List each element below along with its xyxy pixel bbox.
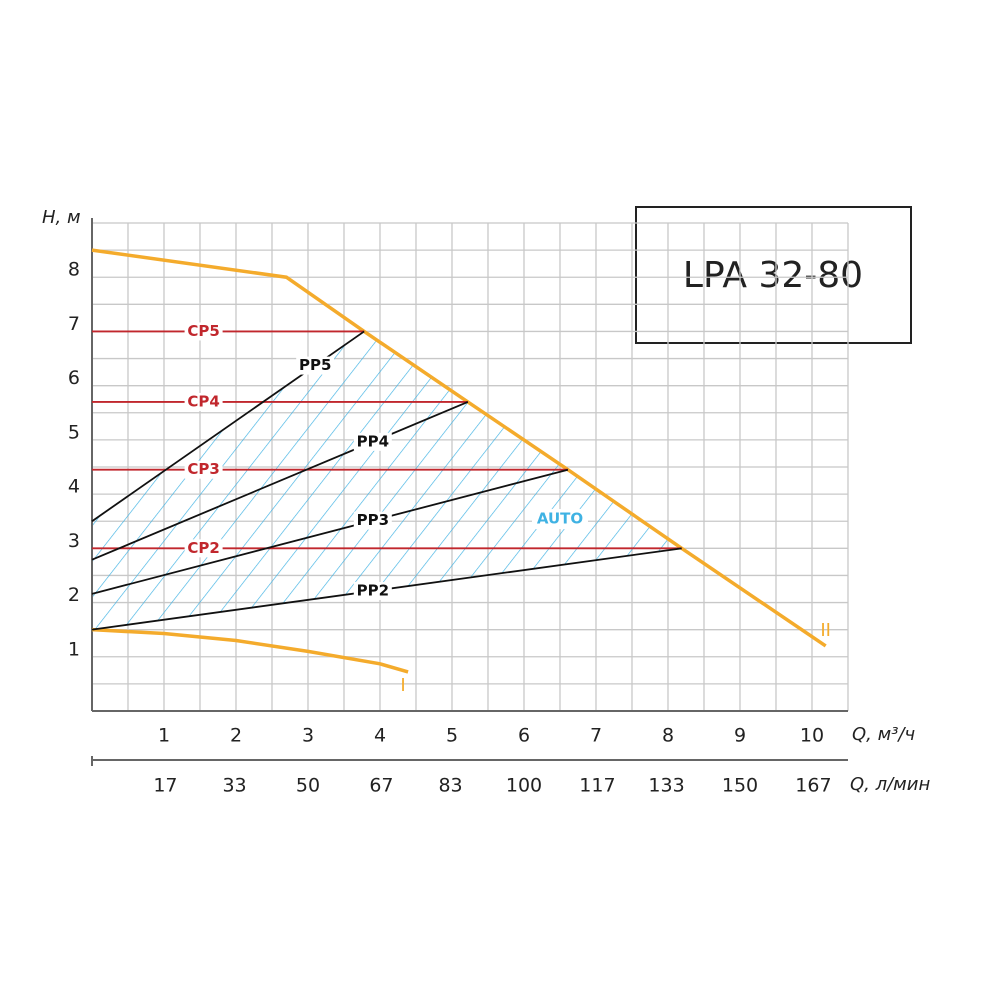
y-tick-label: 7 xyxy=(68,313,80,335)
label-backing xyxy=(353,581,392,600)
x-axis-label: Q, м³/ч xyxy=(852,724,915,745)
series-label: PP3 xyxy=(357,511,389,529)
x2-tick-label: 100 xyxy=(506,775,542,797)
x2-tick-label: 17 xyxy=(153,775,177,797)
x2-tick-label: 133 xyxy=(648,775,684,797)
x-tick-label: 3 xyxy=(302,725,314,747)
x2-tick-label: 67 xyxy=(369,775,393,797)
x-tick-label: 6 xyxy=(518,725,530,747)
y-tick-label: 8 xyxy=(68,259,80,281)
label-backing xyxy=(353,511,392,530)
x-tick-label: 5 xyxy=(446,725,458,747)
series-label: CP4 xyxy=(187,392,219,410)
x2-axis-label: Q, л/мин xyxy=(850,774,930,795)
x2-tick-label: 83 xyxy=(438,775,462,797)
series-label: PP5 xyxy=(299,356,331,374)
annotation: AUTO xyxy=(537,510,583,528)
x-tick-label: 7 xyxy=(590,725,602,747)
y-tick-label: 5 xyxy=(68,421,80,443)
label-backing xyxy=(184,460,223,479)
label-backing xyxy=(532,509,588,530)
y-axis-label: H, м xyxy=(42,207,81,228)
series-label: CP2 xyxy=(187,539,219,557)
x-tick-label: 10 xyxy=(800,725,824,747)
series-line xyxy=(91,468,569,595)
x2-tick-label: 150 xyxy=(722,775,758,797)
x-tick-label: 9 xyxy=(734,725,746,747)
label-backing xyxy=(296,356,335,375)
y-tick-label: 3 xyxy=(68,530,80,552)
label-backing xyxy=(184,392,223,411)
x-tick-label: 8 xyxy=(662,725,674,747)
label-backing xyxy=(353,432,392,451)
series-label: CP5 xyxy=(187,322,219,340)
y-tick-label: 4 xyxy=(68,476,80,498)
series-label: PP2 xyxy=(357,581,389,599)
title-box xyxy=(635,206,912,344)
series-label: I xyxy=(400,675,405,696)
series-label: II xyxy=(820,620,831,641)
x2-tick-label: 33 xyxy=(222,775,246,797)
label-backing xyxy=(184,539,223,558)
y-tick-label: 6 xyxy=(68,367,80,389)
chart-title: LPA 32-80 xyxy=(683,255,863,296)
series-label: PP4 xyxy=(357,432,389,450)
label-backing xyxy=(184,322,223,341)
x2-tick-label: 50 xyxy=(296,775,320,797)
series-label: CP3 xyxy=(187,460,219,478)
x-tick-label: 1 xyxy=(158,725,170,747)
x2-tick-label: 167 xyxy=(795,775,831,797)
y-tick-label: 2 xyxy=(68,584,80,606)
series-line xyxy=(91,401,469,561)
x-tick-label: 2 xyxy=(230,725,242,747)
x2-tick-label: 117 xyxy=(579,775,615,797)
y-tick-label: 1 xyxy=(68,638,80,660)
series-line xyxy=(91,627,409,674)
x-tick-label: 4 xyxy=(374,725,386,747)
